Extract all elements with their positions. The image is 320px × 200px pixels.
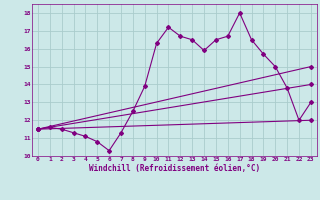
X-axis label: Windchill (Refroidissement éolien,°C): Windchill (Refroidissement éolien,°C) — [89, 164, 260, 173]
